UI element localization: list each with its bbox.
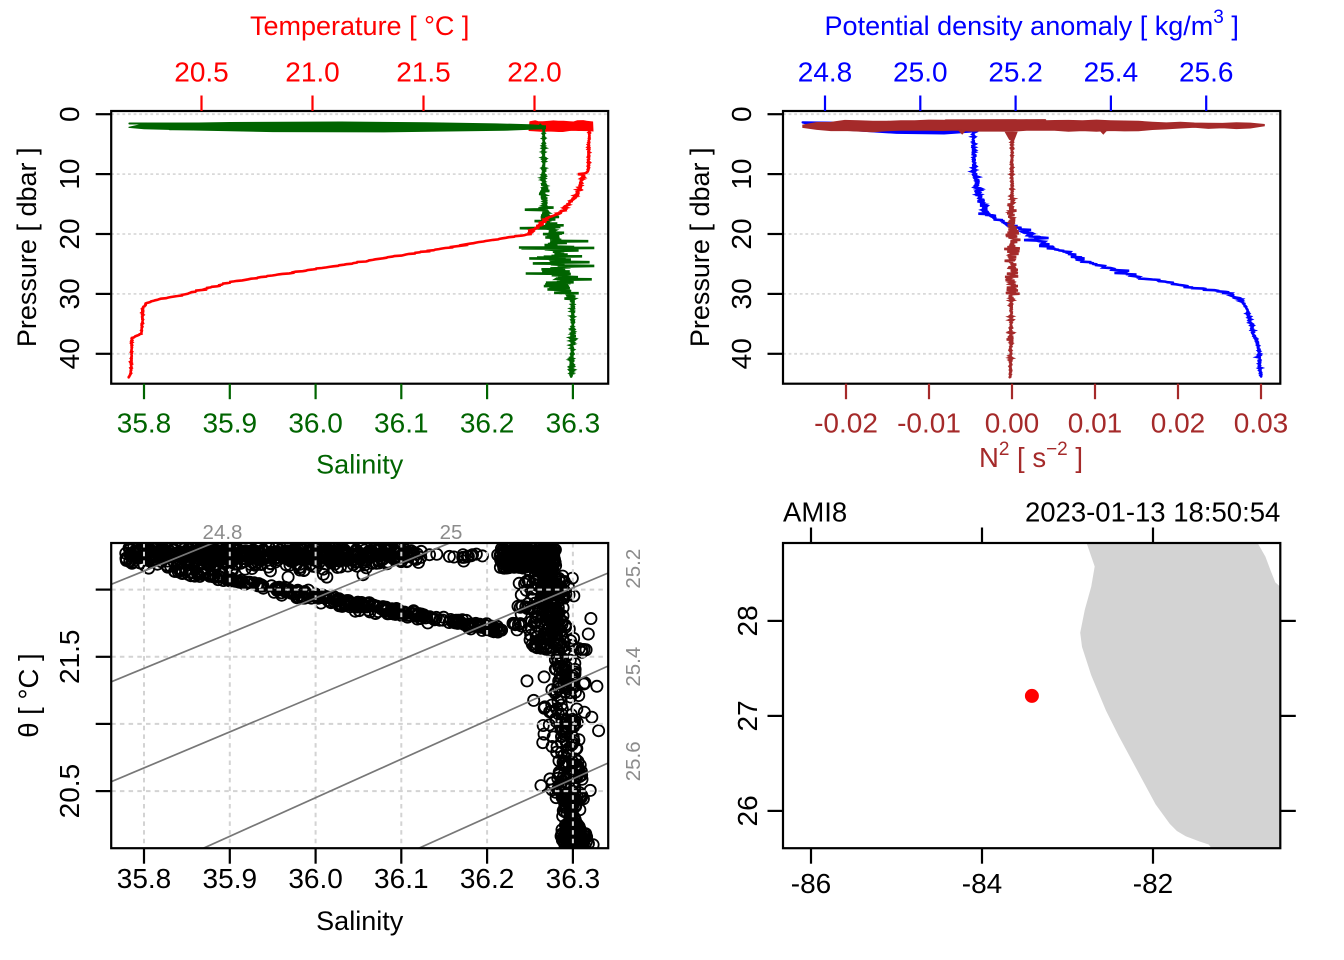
svg-text:0.00: 0.00 xyxy=(985,408,1040,439)
svg-text:10: 10 xyxy=(726,159,757,190)
svg-text:35.9: 35.9 xyxy=(203,408,258,439)
svg-text:24.8: 24.8 xyxy=(203,521,243,544)
svg-text:0.03: 0.03 xyxy=(1234,408,1289,439)
svg-text:36.0: 36.0 xyxy=(288,408,343,439)
svg-text:Salinity: Salinity xyxy=(316,450,404,480)
svg-text:Temperature [ °C ]: Temperature [ °C ] xyxy=(250,11,469,41)
svg-text:θ [ °C ]: θ [ °C ] xyxy=(13,653,44,737)
svg-text:36.3: 36.3 xyxy=(546,408,601,439)
svg-text:26: 26 xyxy=(732,795,763,826)
svg-text:-0.02: -0.02 xyxy=(814,408,878,439)
svg-text:25: 25 xyxy=(440,521,463,544)
svg-text:36.1: 36.1 xyxy=(374,408,429,439)
svg-text:36.0: 36.0 xyxy=(288,863,343,894)
svg-text:25.2: 25.2 xyxy=(622,549,645,589)
svg-text:Salinity: Salinity xyxy=(316,906,404,936)
svg-text:24.8: 24.8 xyxy=(798,57,853,88)
svg-text:22.0: 22.0 xyxy=(507,57,562,88)
svg-text:0: 0 xyxy=(54,106,85,122)
svg-text:30: 30 xyxy=(726,278,757,309)
svg-text:40: 40 xyxy=(726,338,757,369)
svg-text:20: 20 xyxy=(726,218,757,249)
svg-text:27: 27 xyxy=(732,700,763,731)
svg-text:35.8: 35.8 xyxy=(117,863,172,894)
svg-text:-84: -84 xyxy=(962,868,1002,899)
svg-text:35.8: 35.8 xyxy=(117,408,172,439)
svg-text:Pressure [ dbar ]: Pressure [ dbar ] xyxy=(685,148,715,348)
svg-text:36.3: 36.3 xyxy=(546,863,601,894)
svg-text:21.5: 21.5 xyxy=(396,57,451,88)
svg-text:Potential density anomaly [ kg: Potential density anomaly [ kg/m3 ] xyxy=(825,7,1239,41)
svg-text:20.5: 20.5 xyxy=(54,764,85,819)
svg-text:-86: -86 xyxy=(791,868,831,899)
svg-text:0: 0 xyxy=(726,106,757,122)
svg-text:0.01: 0.01 xyxy=(1068,408,1123,439)
svg-text:AMI8: AMI8 xyxy=(783,497,847,528)
svg-text:0.02: 0.02 xyxy=(1151,408,1206,439)
svg-text:28: 28 xyxy=(732,605,763,636)
svg-text:25.6: 25.6 xyxy=(622,741,645,781)
svg-text:25.0: 25.0 xyxy=(893,57,948,88)
svg-text:21.5: 21.5 xyxy=(54,630,85,685)
svg-text:N2 [ s−2 ]: N2 [ s−2 ] xyxy=(979,439,1083,473)
svg-text:20.5: 20.5 xyxy=(174,57,229,88)
svg-text:21.0: 21.0 xyxy=(285,57,340,88)
svg-text:20: 20 xyxy=(54,218,85,249)
svg-text:25.4: 25.4 xyxy=(1084,57,1139,88)
svg-text:25.6: 25.6 xyxy=(1179,57,1234,88)
svg-text:10: 10 xyxy=(54,159,85,190)
svg-text:35.9: 35.9 xyxy=(203,863,258,894)
svg-text:25.4: 25.4 xyxy=(622,647,645,687)
svg-text:36.2: 36.2 xyxy=(460,408,515,439)
svg-text:Pressure [ dbar ]: Pressure [ dbar ] xyxy=(12,148,42,348)
svg-text:36.2: 36.2 xyxy=(460,863,515,894)
svg-text:30: 30 xyxy=(54,278,85,309)
svg-text:2023-01-13 18:50:54: 2023-01-13 18:50:54 xyxy=(1025,497,1280,528)
svg-text:-82: -82 xyxy=(1133,868,1173,899)
svg-text:25.2: 25.2 xyxy=(988,57,1043,88)
svg-text:40: 40 xyxy=(54,338,85,369)
svg-text:-0.01: -0.01 xyxy=(897,408,961,439)
svg-text:36.1: 36.1 xyxy=(374,863,429,894)
